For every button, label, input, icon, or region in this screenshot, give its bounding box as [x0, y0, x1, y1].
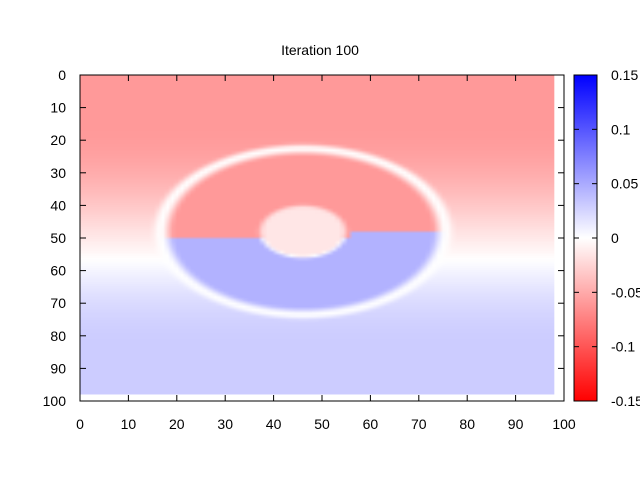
- plot-area: [79, 74, 565, 402]
- colorbar-tick-label: -0.15: [611, 393, 640, 409]
- x-tick-label: 10: [121, 416, 137, 432]
- colorbar-tick-label: 0.15: [611, 67, 638, 83]
- y-tick-label: 90: [50, 360, 66, 376]
- x-tick-label: 60: [363, 416, 379, 432]
- colorbar-tick-label: 0.1: [611, 121, 631, 137]
- x-tick-label: 50: [314, 416, 330, 432]
- x-axis: 0 10 20 30 40 50 60 70 80 90 100: [76, 75, 576, 432]
- y-tick-label: 60: [50, 263, 66, 279]
- y-tick-label: 50: [50, 230, 66, 246]
- y-tick-label: 40: [50, 197, 66, 213]
- x-tick-label: 0: [76, 416, 84, 432]
- y-tick-label: 30: [50, 165, 66, 181]
- colorbar-tick-label: -0.1: [611, 339, 635, 355]
- y-tick-label: 10: [50, 100, 66, 116]
- x-tick-label: 40: [266, 416, 282, 432]
- colorbar-ticks: 0.15 0.1 0.05 0 -0.05 -0.1 -0.15: [574, 67, 640, 409]
- heatmap-image: [80, 75, 555, 395]
- x-tick-label: 70: [411, 416, 427, 432]
- colorbar-tick-label: 0.05: [611, 176, 638, 192]
- x-tick-label: 80: [459, 416, 475, 432]
- x-tick-label: 20: [169, 416, 185, 432]
- y-tick-label: 100: [43, 393, 67, 409]
- y-axis: 0 10 20 30 40 50 60 70 80 90 100: [43, 67, 564, 409]
- colorbar: 0.15 0.1 0.05 0 -0.05 -0.1 -0.15: [573, 67, 640, 409]
- chart-title: Iteration 100: [281, 42, 359, 58]
- x-tick-label: 90: [508, 416, 524, 432]
- x-tick-label: 100: [552, 416, 576, 432]
- x-tick-label: 30: [217, 416, 233, 432]
- y-tick-label: 70: [50, 295, 66, 311]
- colorbar-tick-label: 0: [611, 230, 619, 246]
- y-tick-label: 20: [50, 132, 66, 148]
- y-tick-label: 0: [58, 67, 66, 83]
- y-tick-label: 80: [50, 328, 66, 344]
- colorbar-tick-label: -0.05: [611, 284, 640, 300]
